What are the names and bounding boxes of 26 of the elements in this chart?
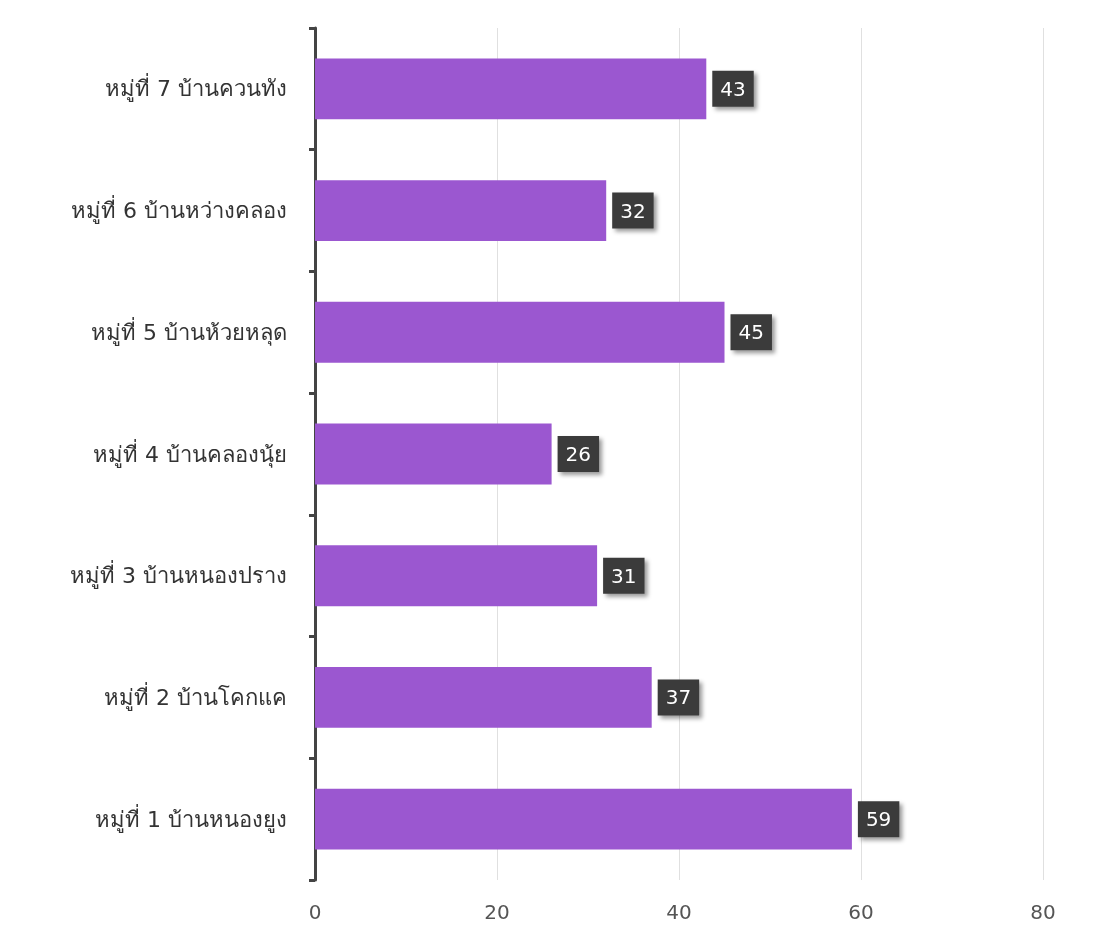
bar (315, 545, 598, 607)
data-label: 37 (665, 685, 692, 710)
data-label: 31 (611, 563, 637, 588)
data-label: 43 (720, 76, 746, 101)
x-tick-label: 60 (848, 900, 874, 924)
y-tick-label: หมู่ที่ 3 บ้านหนองปราง (70, 560, 287, 590)
bar (315, 301, 725, 363)
bar (315, 423, 552, 485)
x-tick-label: 40 (666, 900, 692, 924)
y-tick-label: หมู่ที่ 5 บ้านห้วยหลุด (91, 316, 287, 346)
x-tick-label: 0 (308, 900, 322, 924)
data-label: 59 (865, 807, 892, 832)
x-tick-label: 80 (1030, 900, 1056, 924)
y-tick-label: หมู่ที่ 1 บ้านหนองยูง (95, 803, 287, 833)
bar (315, 58, 707, 120)
data-label: 45 (738, 320, 764, 345)
y-tick-label: หมู่ที่ 6 บ้านหว่างคลอง (71, 195, 287, 225)
bar (315, 788, 852, 850)
y-tick-label: หมู่ที่ 7 บ้านควนทัง (105, 73, 287, 103)
bar (315, 667, 652, 728)
bar (315, 180, 607, 241)
data-label: 26 (565, 442, 592, 466)
y-tick-label: หมู่ที่ 2 บ้านโคกแค (104, 681, 287, 711)
data-label: 32 (620, 198, 646, 223)
x-tick-label: 20 (484, 900, 510, 924)
y-tick-label: หมู่ที่ 4 บ้านคลองนุ้ย (93, 438, 287, 468)
